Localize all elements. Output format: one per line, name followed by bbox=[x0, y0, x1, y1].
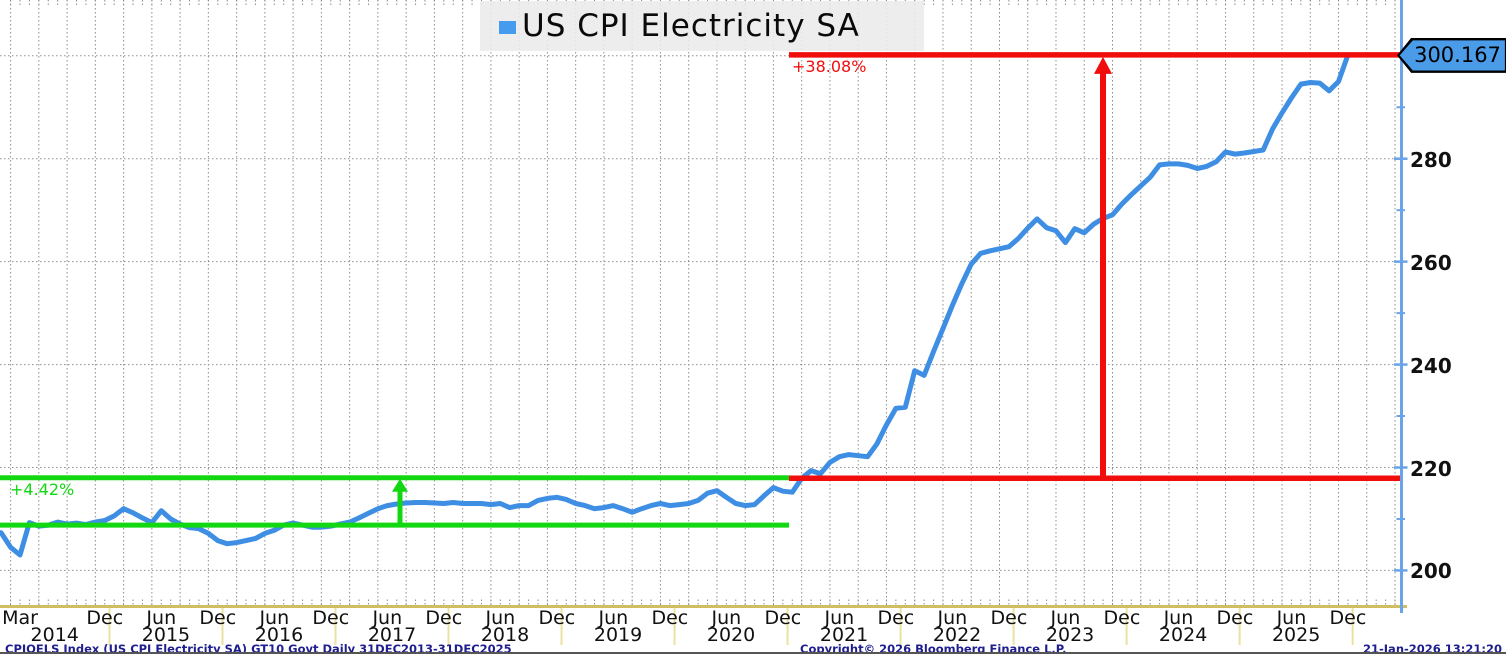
x-year-label: 2019 bbox=[593, 624, 643, 646]
last-price-tag-fill: 300.167 bbox=[1399, 40, 1505, 71]
x-year-label: 2022 bbox=[932, 624, 982, 646]
x-year-label: 2021 bbox=[819, 624, 869, 646]
timestamp: 21-Jan-2026 13:21:20 bbox=[1363, 642, 1502, 654]
status-bar: CPIQELS Index (US CPI Electricity SA) GT… bbox=[0, 641, 1506, 654]
x-year-label: 2023 bbox=[1045, 624, 1095, 646]
x-tick-label: Jun bbox=[598, 607, 629, 629]
x-year-label: 2025 bbox=[1271, 624, 1321, 646]
x-tick-label: Dec bbox=[1103, 607, 1141, 629]
x-year-label: 2016 bbox=[254, 624, 304, 646]
x-year-label: 2018 bbox=[480, 624, 530, 646]
x-year-label: 2020 bbox=[706, 624, 756, 646]
x-tick-label: Jun bbox=[1276, 607, 1307, 629]
x-tick-label: Jun bbox=[259, 607, 290, 629]
y-tick-label: 220 bbox=[1410, 456, 1452, 481]
last-price-value: 300.167 bbox=[1414, 43, 1501, 68]
x-tick-label: Dec bbox=[651, 607, 689, 629]
x-tick-label: Jun bbox=[937, 607, 968, 629]
legend: US CPI Electricity SA bbox=[480, 1, 924, 51]
x-year-label: 2017 bbox=[367, 624, 417, 646]
x-tick-label: Dec bbox=[312, 607, 350, 629]
x-tick-label: Dec bbox=[199, 607, 237, 629]
x-tick-label: Dec bbox=[877, 607, 915, 629]
x-tick-label: Jun bbox=[1163, 607, 1194, 629]
y-tick-label: 240 bbox=[1410, 353, 1452, 378]
green-change-label: +4.42% bbox=[10, 479, 75, 499]
copyright-text: Copyright© 2026 Bloomberg Finance L.P. bbox=[800, 642, 1067, 654]
red-change-label: +38.08% bbox=[792, 56, 867, 76]
y-tick-label: 260 bbox=[1410, 250, 1452, 275]
ticker-description: CPIQELS Index (US CPI Electricity SA) GT… bbox=[5, 642, 512, 654]
last-price-tag: 300.167 bbox=[1397, 37, 1506, 73]
x-year-label: 2015 bbox=[141, 624, 191, 646]
x-year-label: 2024 bbox=[1158, 624, 1208, 646]
series-swatch-icon bbox=[499, 20, 516, 34]
x-tick-label: Jun bbox=[1050, 607, 1081, 629]
x-tick-label: Dec bbox=[538, 607, 576, 629]
x-tick-label: Jun bbox=[711, 607, 742, 629]
x-tick-label: Dec bbox=[425, 607, 463, 629]
x-tick-label: Jun bbox=[146, 607, 177, 629]
y-tick-label: 280 bbox=[1410, 147, 1452, 172]
x-tick-label: Jun bbox=[372, 607, 403, 629]
window-bottom-border bbox=[0, 652, 1506, 654]
green-arrow-head bbox=[392, 478, 408, 492]
x-tick-label: Dec bbox=[1329, 607, 1367, 629]
series-title: US CPI Electricity SA bbox=[522, 8, 860, 44]
x-tick-label: Dec bbox=[86, 607, 124, 629]
red-arrow-head bbox=[1094, 56, 1112, 74]
x-tick-label: Dec bbox=[764, 607, 802, 629]
x-tick-label: Dec bbox=[1216, 607, 1254, 629]
x-tick-label: Mar bbox=[2, 607, 38, 629]
x-year-label: 2014 bbox=[30, 624, 79, 646]
x-tick-label: Dec bbox=[990, 607, 1028, 629]
price-line bbox=[0, 52, 1351, 558]
x-tick-label: Jun bbox=[824, 607, 855, 629]
y-tick-label: 200 bbox=[1410, 559, 1452, 584]
x-tick-label: Jun bbox=[485, 607, 516, 629]
